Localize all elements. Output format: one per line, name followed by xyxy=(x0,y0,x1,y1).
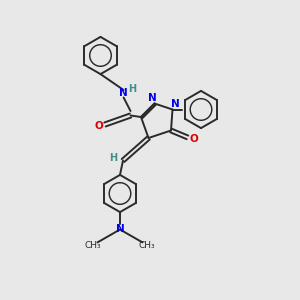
Text: N: N xyxy=(116,224,124,235)
Text: N: N xyxy=(148,93,157,103)
Text: N: N xyxy=(170,99,179,109)
Text: O: O xyxy=(94,121,103,131)
Text: H: H xyxy=(109,153,118,163)
Text: CH₃: CH₃ xyxy=(139,241,155,250)
Text: O: O xyxy=(189,134,198,144)
Text: H: H xyxy=(128,84,136,94)
Text: CH₃: CH₃ xyxy=(85,241,101,250)
Text: N: N xyxy=(119,88,128,98)
